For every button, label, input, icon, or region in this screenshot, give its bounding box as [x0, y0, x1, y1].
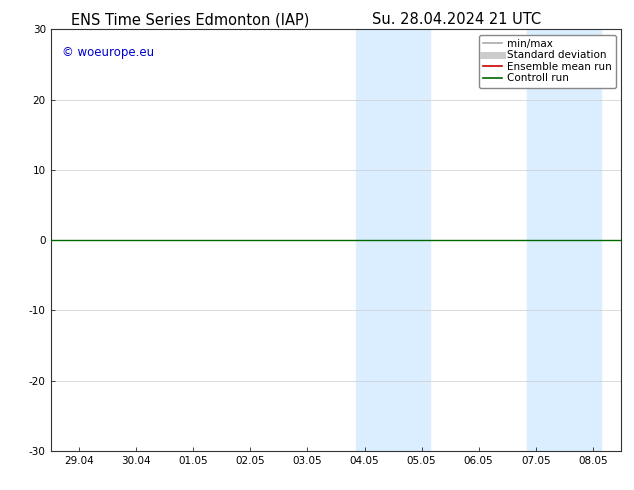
- Legend: min/max, Standard deviation, Ensemble mean run, Controll run: min/max, Standard deviation, Ensemble me…: [479, 35, 616, 88]
- Text: Su. 28.04.2024 21 UTC: Su. 28.04.2024 21 UTC: [372, 12, 541, 27]
- Bar: [393, 29, 430, 451]
- Bar: [564, 29, 601, 451]
- Text: © woeurope.eu: © woeurope.eu: [62, 46, 154, 59]
- Bar: [527, 29, 564, 451]
- Bar: [356, 29, 393, 451]
- Text: ENS Time Series Edmonton (IAP): ENS Time Series Edmonton (IAP): [71, 12, 309, 27]
